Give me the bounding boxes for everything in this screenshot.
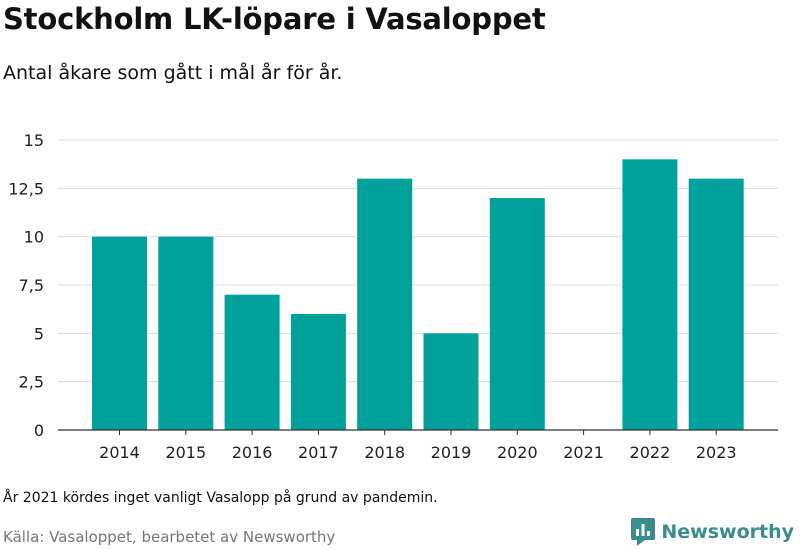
bar-2014 [92, 236, 147, 430]
brand-name: Newsworthy [661, 521, 794, 543]
chart-subtitle: Antal åkare som gått i mål år för år. [3, 62, 343, 84]
chart-source: Källa: Vasaloppet, bearbetet av Newswort… [3, 528, 336, 546]
x-tick-labels: 2014 2015 2016 2017 2018 2019 2020 2021 2022 2023 [99, 430, 737, 462]
bar-2018 [357, 178, 413, 430]
bars [92, 159, 744, 431]
y-tick-label: 7,5 [19, 276, 44, 295]
y-tick-label: 0 [34, 421, 44, 440]
x-tick-label: 2018 [364, 443, 405, 462]
x-tick-label: 2017 [298, 443, 339, 462]
x-tick-label: 2021 [563, 443, 604, 462]
y-tick-label: 5 [34, 324, 44, 343]
newsworthy-logo-icon [631, 518, 656, 546]
x-tick-label: 2019 [431, 443, 472, 462]
x-tick-label: 2014 [99, 443, 140, 462]
y-tick-label: 12,5 [8, 179, 44, 198]
x-tick-label: 2020 [497, 443, 538, 462]
bar-2015 [158, 236, 214, 430]
bar-2019 [423, 333, 479, 430]
bar-2023 [688, 178, 744, 430]
chart-title: Stockholm LK-löpare i Vasaloppet [3, 2, 546, 36]
y-tick-label: 15 [24, 131, 44, 150]
x-tick-label: 2016 [232, 443, 273, 462]
bar-2022 [622, 159, 678, 431]
newsworthy-brand: Newsworthy [631, 518, 794, 546]
bar-2020 [489, 198, 545, 430]
chart-note: År 2021 kördes inget vanligt Vasalopp på… [3, 490, 438, 506]
x-tick-label: 2023 [696, 443, 737, 462]
y-tick-labels: 0 2,5 5 7,5 10 12,5 15 [8, 131, 44, 440]
y-tick-label: 2,5 [19, 373, 44, 392]
bar-2017 [290, 314, 346, 430]
y-tick-label: 10 [24, 228, 44, 247]
x-tick-label: 2015 [165, 443, 206, 462]
x-tick-label: 2022 [630, 443, 671, 462]
bar-2016 [224, 294, 280, 430]
